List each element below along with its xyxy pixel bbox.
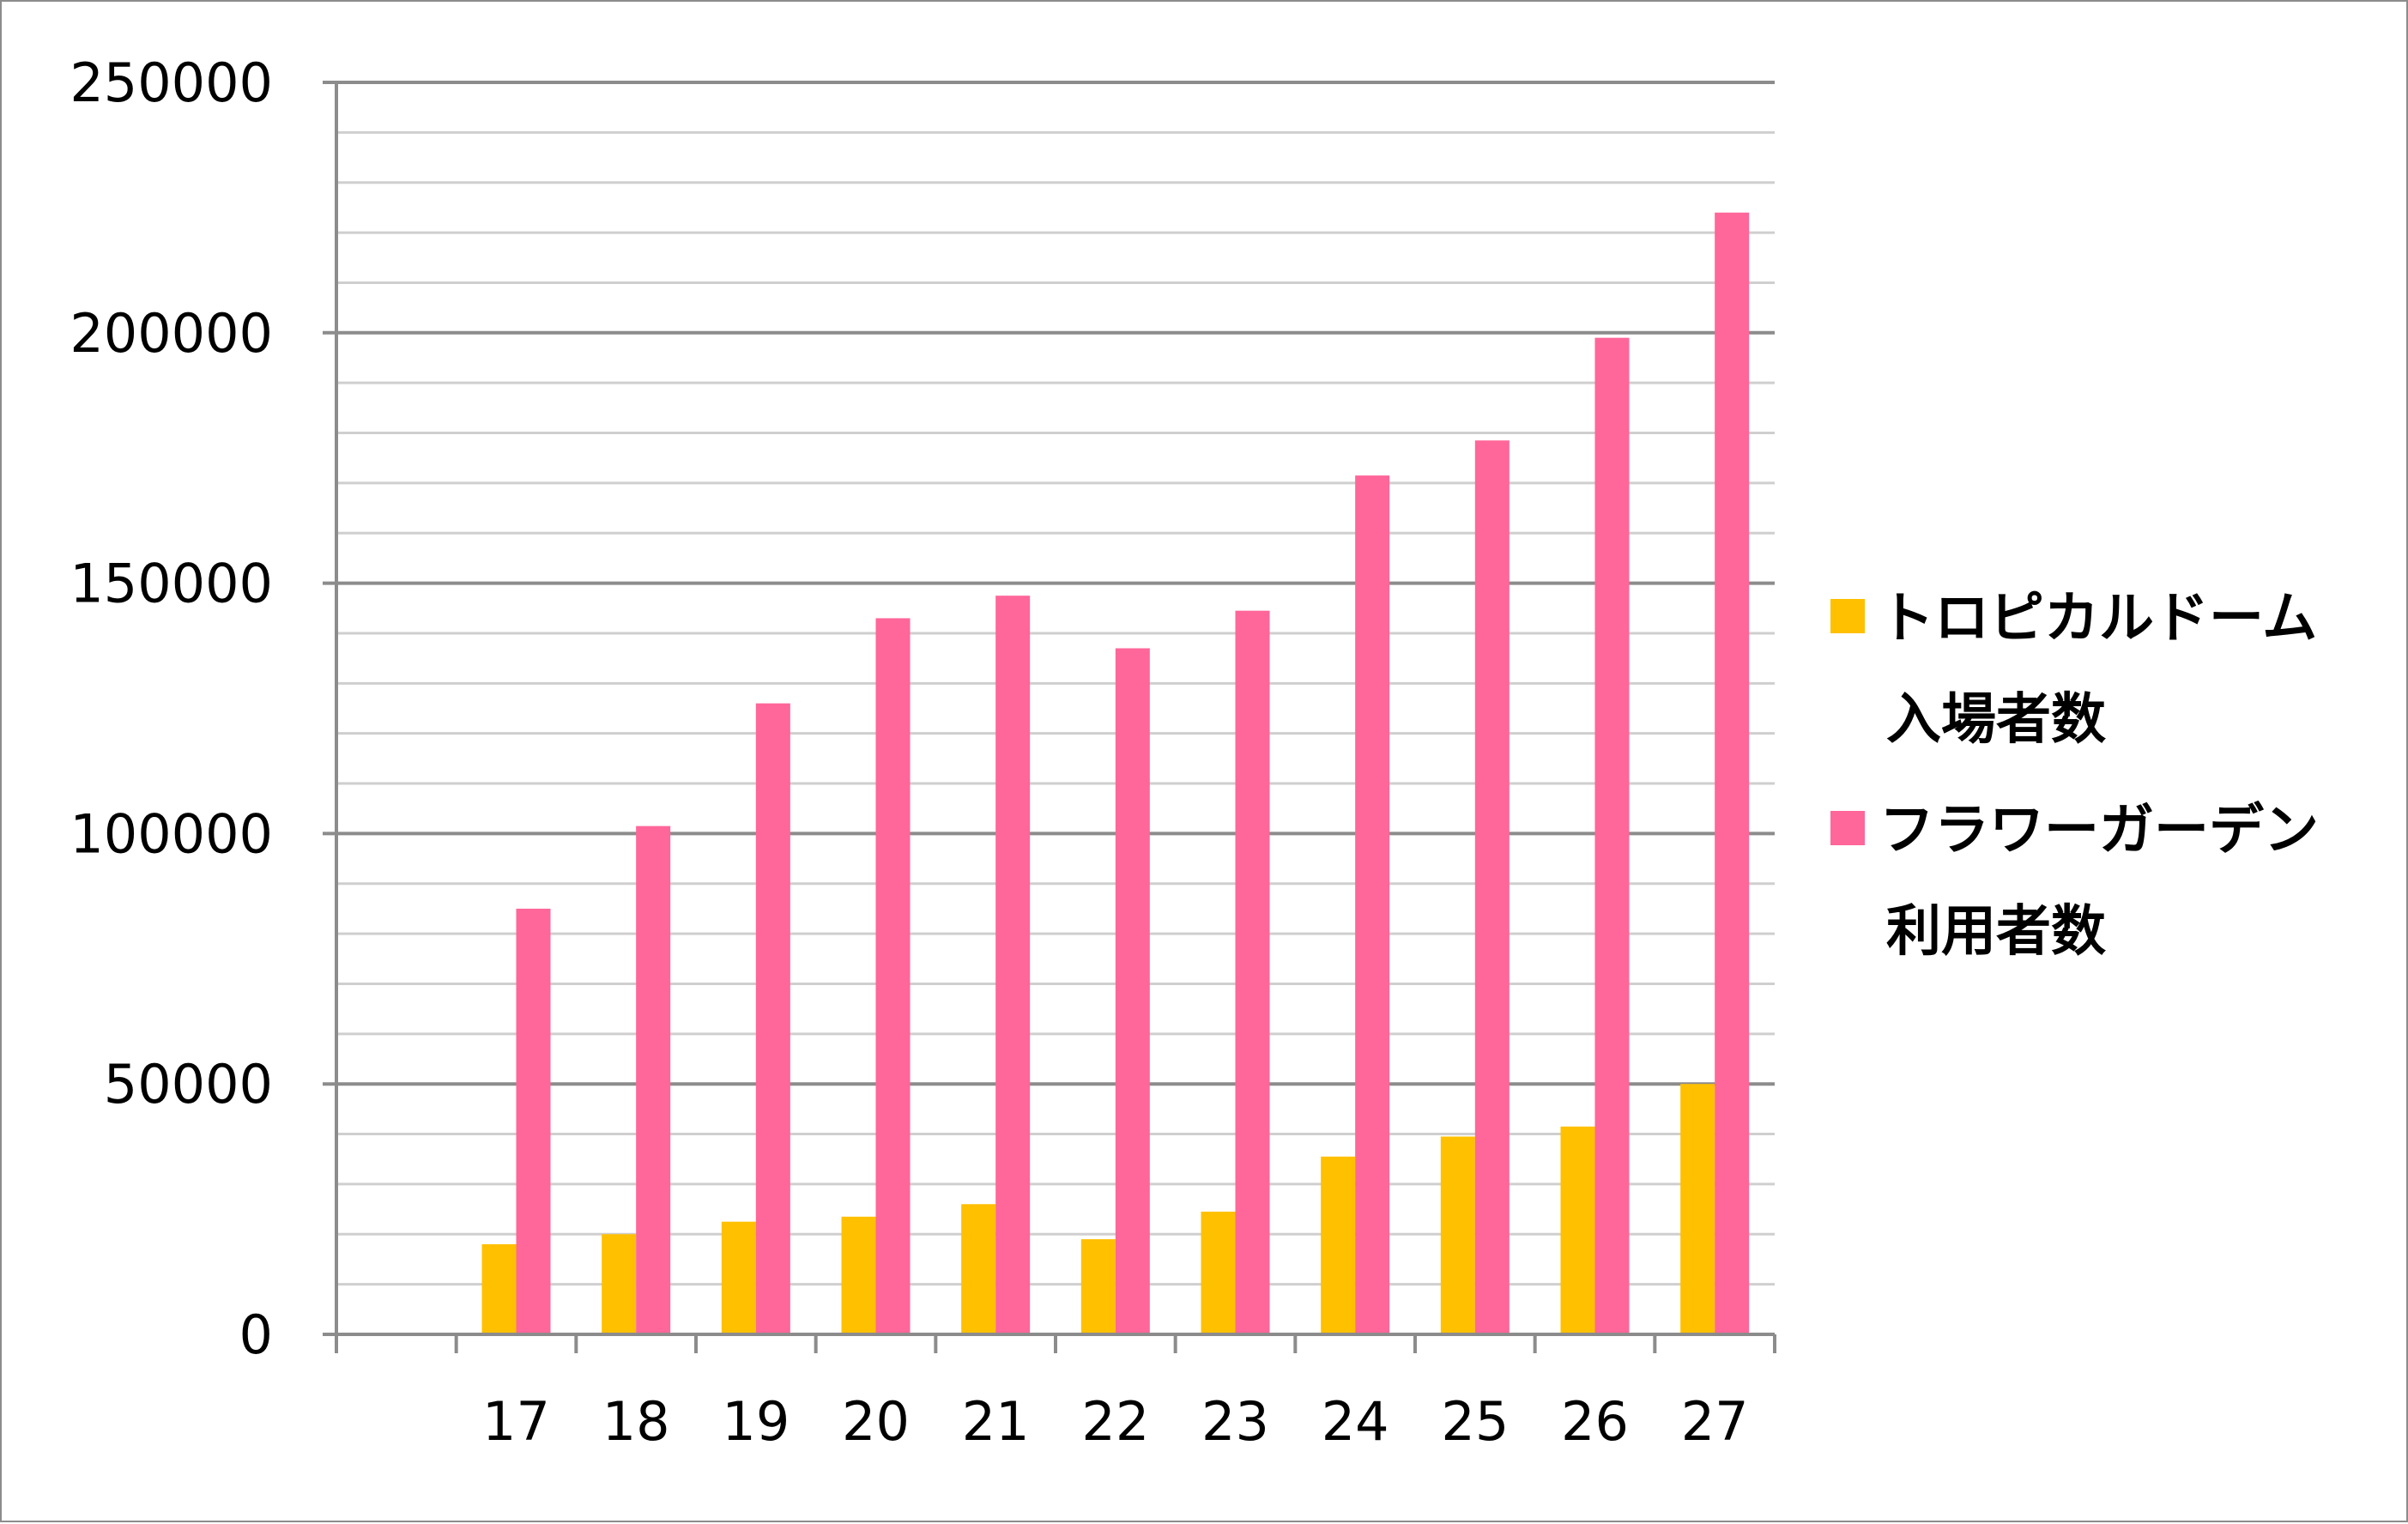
bar-tropical-dome-17 — [481, 1243, 517, 1334]
bar-tropical-dome-21 — [961, 1204, 996, 1334]
legend-swatch — [1830, 599, 1865, 633]
y-tick-label: 150000 — [70, 553, 273, 615]
bar-flower-garden-21 — [995, 596, 1031, 1334]
x-tick-label: 18 — [602, 1390, 670, 1453]
legend-label-line: トロピカルドーム — [1879, 587, 2317, 650]
legend-label-line: 入場者数 — [1886, 688, 2106, 752]
legend-label-line: フラワーガーデン — [1879, 799, 2319, 862]
gridlines — [323, 81, 1775, 1286]
x-tick-label: 17 — [482, 1390, 550, 1453]
bar-tropical-dome-25 — [1440, 1136, 1475, 1334]
bar-tropical-dome-26 — [1560, 1126, 1595, 1334]
bar-tropical-dome-19 — [721, 1221, 756, 1334]
y-tick-label: 100000 — [70, 802, 273, 865]
y-axis-tick-labels: 0 50000 100000 150000 200000 250000 — [70, 51, 273, 1366]
x-tick-label: 23 — [1201, 1390, 1269, 1453]
x-tick-label: 19 — [722, 1390, 790, 1453]
bar-tropical-dome-22 — [1080, 1239, 1116, 1334]
x-tick-label: 22 — [1081, 1390, 1149, 1453]
bar-tropical-dome-23 — [1201, 1212, 1236, 1334]
bar-tropical-dome-24 — [1321, 1156, 1356, 1334]
bar-flower-garden-18 — [636, 826, 671, 1334]
bar-flower-garden-17 — [516, 908, 551, 1334]
axes — [323, 81, 1776, 1353]
legend-label-line: 利用者数 — [1886, 900, 2106, 964]
bar-flower-garden-20 — [875, 618, 911, 1334]
bar-flower-garden-24 — [1355, 475, 1390, 1334]
bar-tropical-dome-20 — [841, 1216, 876, 1334]
y-tick-label: 50000 — [104, 1053, 273, 1116]
x-tick-label: 25 — [1441, 1390, 1509, 1453]
x-axis-tick-labels: 17 18 19 20 21 22 23 24 25 26 27 — [482, 1390, 1749, 1453]
bar-flower-garden-19 — [755, 703, 790, 1334]
bar-tropical-dome-27 — [1680, 1084, 1715, 1334]
y-tick-label: 200000 — [70, 302, 273, 365]
legend-swatch — [1830, 811, 1865, 845]
bar-flower-garden-23 — [1235, 610, 1270, 1334]
bar-flower-garden-27 — [1715, 212, 1750, 1335]
x-tick-label: 21 — [962, 1390, 1030, 1453]
x-tick-label: 27 — [1681, 1390, 1749, 1453]
y-tick-label: 250000 — [70, 51, 273, 114]
bars — [481, 212, 1750, 1335]
bar-flower-garden-25 — [1474, 440, 1510, 1335]
x-tick-label: 20 — [842, 1390, 910, 1453]
y-tick-label: 0 — [239, 1303, 273, 1366]
x-tick-label: 26 — [1561, 1390, 1629, 1453]
bar-flower-garden-22 — [1115, 648, 1150, 1334]
bar-tropical-dome-18 — [602, 1234, 637, 1334]
x-tick-label: 24 — [1322, 1390, 1389, 1453]
bar-flower-garden-26 — [1594, 337, 1630, 1334]
